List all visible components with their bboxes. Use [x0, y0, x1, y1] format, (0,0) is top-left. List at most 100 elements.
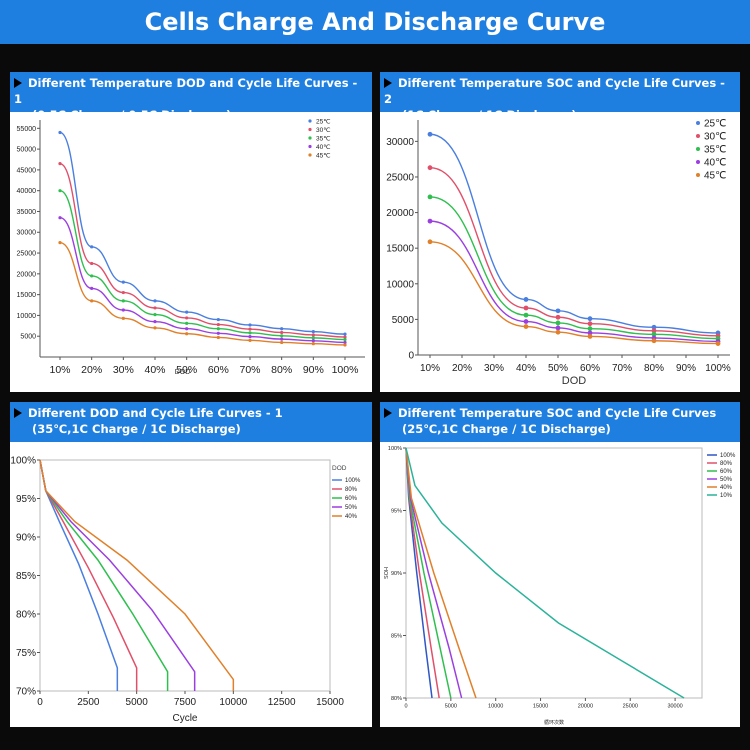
data-point — [651, 328, 657, 334]
series-line — [429, 241, 719, 345]
data-point — [343, 340, 347, 345]
data-point — [216, 331, 220, 335]
data-point — [555, 314, 561, 320]
x-axis-label: DOD — [562, 375, 587, 387]
data-point — [651, 331, 657, 337]
legend-label: 25℃ — [316, 118, 331, 125]
x-tick-label: 90% — [303, 364, 324, 376]
data-point — [58, 189, 62, 193]
data-point — [523, 324, 529, 329]
y-tick-label: 0 — [408, 351, 414, 362]
x-tick-label: 50% — [176, 364, 197, 376]
y-tick-label: 100% — [10, 456, 36, 467]
x-tick-label: 0 — [404, 704, 407, 710]
legend-label: 35℃ — [704, 145, 726, 156]
legend-label: 25℃ — [704, 119, 726, 130]
y-tick-label: 25000 — [386, 172, 414, 183]
legend-label: 50% — [720, 477, 733, 483]
legend-marker — [308, 119, 312, 123]
legend-label: 35℃ — [316, 135, 331, 142]
chart-soc-cycle-life: 80% 85% 90% 95% 100% 0 5000 10000 15000 20000 2500… — [384, 446, 736, 726]
data-point — [587, 334, 593, 339]
data-point — [90, 286, 94, 290]
data-point — [153, 326, 157, 330]
data-point — [715, 341, 721, 347]
data-point — [523, 319, 529, 324]
x-tick-label: 15000 — [533, 704, 548, 710]
legend-label: 80% — [720, 461, 733, 467]
data-point — [651, 324, 657, 330]
x-axis-label: 循环次数 — [544, 719, 564, 726]
data-point — [58, 130, 62, 135]
data-point — [343, 335, 347, 339]
y-tick-label: 50000 — [17, 147, 37, 154]
data-point — [311, 330, 315, 334]
x-axis-label: DOD — [175, 369, 191, 376]
data-point — [280, 327, 284, 331]
panel-header: Different DOD and Cycle Life Curves - 1 … — [10, 402, 372, 442]
data-point — [427, 218, 433, 224]
x-tick-label: 20% — [81, 364, 102, 376]
legend-label: 60% — [720, 469, 733, 475]
series-line — [429, 196, 719, 340]
x-axis-label: Cycle — [172, 713, 197, 724]
data-point — [121, 280, 125, 284]
data-point — [216, 322, 220, 327]
data-point — [153, 320, 157, 324]
panel-header: Different Temperature DOD and Cycle Life… — [10, 72, 372, 122]
panel-subtitle: (1C Charge / 1C Discharge) — [402, 108, 577, 122]
data-point — [311, 333, 315, 337]
data-point — [587, 316, 593, 322]
legend-label: 50% — [345, 505, 358, 511]
y-tick-label: 30000 — [17, 230, 37, 237]
play-arrow-icon — [384, 78, 392, 88]
data-point — [58, 162, 62, 166]
x-tick-label: 100% — [705, 363, 731, 374]
legend-label: 40% — [720, 485, 733, 491]
x-tick-label: 0 — [37, 697, 43, 708]
series-line — [405, 447, 685, 699]
data-point — [523, 305, 529, 311]
y-tick-label: 95% — [16, 494, 36, 505]
data-point — [343, 337, 347, 342]
legend-marker — [696, 121, 700, 125]
y-tick-label: 75% — [16, 648, 36, 659]
y-tick-label: 85% — [391, 633, 402, 639]
data-point — [427, 165, 433, 171]
series-line — [59, 162, 346, 338]
legend-label: 45℃ — [316, 152, 331, 159]
y-tick-label: 100% — [388, 446, 402, 452]
y-tick-label: 45000 — [17, 167, 37, 174]
data-point — [185, 310, 189, 314]
panel-title: Different Temperature SOC and Cycle Life… — [398, 406, 717, 420]
data-point — [248, 327, 252, 331]
legend-label: 10% — [720, 493, 733, 499]
x-tick-label: 60% — [208, 364, 229, 376]
panel-subtitle: (0.5C Charge / 0.5C Discharge) — [32, 108, 232, 122]
y-tick-label: 95% — [391, 508, 402, 514]
x-tick-label: 15000 — [316, 697, 344, 708]
legend-marker — [696, 147, 700, 151]
y-tick-label: 85% — [16, 571, 36, 582]
y-tick-label: 70% — [16, 687, 36, 698]
data-point — [427, 131, 433, 137]
series-line — [59, 131, 346, 335]
data-point — [311, 336, 315, 340]
chart-panel-1: Different Temperature DOD and Cycle Life… — [10, 72, 372, 392]
y-tick-label: 15000 — [386, 244, 414, 255]
x-tick-label: 90% — [676, 363, 696, 374]
data-point — [280, 330, 284, 335]
data-point — [185, 321, 189, 325]
chart-dod-temperature-05c: 5000 10000 15000 20000 25000 30000 35000 40000 4… — [17, 118, 365, 376]
y-tick-label: 35000 — [17, 209, 37, 216]
data-point — [216, 327, 220, 331]
data-point — [248, 331, 252, 335]
y-tick-label: 10000 — [386, 279, 414, 290]
y-tick-label: 5000 — [20, 334, 36, 341]
y-tick-label: 10000 — [17, 313, 37, 320]
y-tick-label: 55000 — [17, 126, 37, 133]
x-tick-label: 5000 — [445, 704, 457, 710]
legend-marker — [308, 153, 312, 157]
legend-marker — [308, 127, 312, 132]
data-point — [90, 261, 94, 266]
